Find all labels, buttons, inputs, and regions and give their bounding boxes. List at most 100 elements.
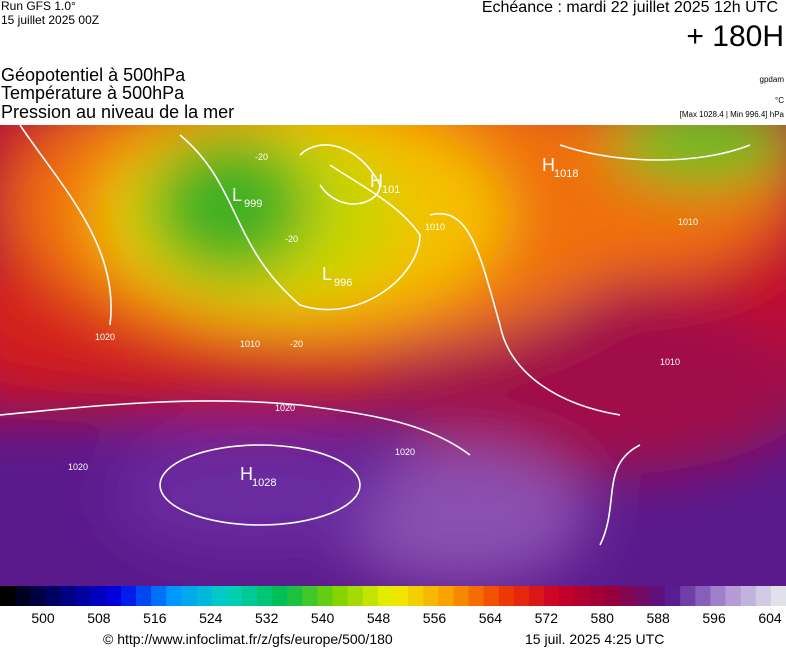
color-swatch bbox=[559, 586, 575, 606]
color-swatch bbox=[710, 586, 727, 606]
color-swatch bbox=[90, 586, 107, 606]
color-swatch bbox=[468, 586, 485, 606]
run-date: 15 juillet 2025 00Z bbox=[1, 13, 100, 27]
isobar-label: 1020 bbox=[275, 403, 295, 413]
colorbar-label: 548 bbox=[367, 610, 391, 626]
isobar-label: 1010 bbox=[240, 339, 260, 349]
color-swatch bbox=[241, 586, 258, 606]
color-swatch bbox=[438, 586, 454, 606]
center-letter: L bbox=[232, 185, 242, 205]
center-value: 996 bbox=[334, 277, 352, 289]
center-letter: H bbox=[370, 171, 383, 191]
color-swatch bbox=[287, 586, 303, 606]
colorbar-label: 516 bbox=[143, 610, 167, 626]
color-swatch bbox=[755, 586, 772, 606]
run: Run GFS 1.0° bbox=[1, 0, 76, 13]
colorbar-label: 572 bbox=[535, 610, 559, 626]
color-swatch bbox=[634, 586, 651, 606]
isobar-label: 1010 bbox=[678, 217, 698, 227]
color-swatch bbox=[483, 586, 500, 606]
color-swatch bbox=[680, 586, 696, 606]
center-value: 1018 bbox=[554, 168, 578, 180]
title: Pression au niveau de la mer bbox=[1, 102, 235, 122]
isobar-label: -20 bbox=[285, 234, 298, 244]
color-swatch bbox=[695, 586, 711, 606]
color-swatch bbox=[498, 586, 515, 606]
colorbar-label: 596 bbox=[702, 610, 726, 626]
isobar-label: 1020 bbox=[395, 447, 415, 457]
title: Géopotentiel à 500hPa bbox=[1, 65, 186, 85]
color-swatch bbox=[770, 586, 786, 606]
color-swatch bbox=[317, 586, 334, 606]
color-swatch bbox=[529, 586, 545, 606]
source-url: © http://www.infoclimat.fr/z/gfs/europe/… bbox=[103, 631, 393, 647]
center-letter: H bbox=[240, 464, 253, 484]
colorbar-label: 540 bbox=[311, 610, 335, 626]
color-swatch bbox=[453, 586, 470, 606]
color-swatch bbox=[211, 586, 228, 606]
color-swatch bbox=[619, 586, 636, 606]
center-letter: L bbox=[322, 264, 332, 284]
color-swatch bbox=[151, 586, 167, 606]
color-swatch bbox=[332, 586, 349, 606]
unit: °C bbox=[775, 96, 784, 105]
isobar-label: 1020 bbox=[95, 332, 115, 342]
colorbar-label: 532 bbox=[255, 610, 279, 626]
color-swatch bbox=[423, 586, 439, 606]
color-swatch bbox=[665, 586, 681, 606]
generated-time: 15 juil. 2025 4:25 UTC bbox=[525, 631, 665, 647]
color-swatch bbox=[544, 586, 560, 606]
color-swatch bbox=[60, 586, 77, 606]
color-swatch bbox=[377, 586, 394, 606]
color-swatch bbox=[589, 586, 606, 606]
color-swatch bbox=[136, 586, 152, 606]
color-swatch bbox=[393, 586, 409, 606]
color-swatch bbox=[362, 586, 379, 606]
isobar-label: -20 bbox=[255, 152, 268, 162]
color-swatch bbox=[347, 586, 364, 606]
color-swatch bbox=[725, 586, 742, 606]
colorbar-label: 524 bbox=[199, 610, 223, 626]
colorbar-label: 508 bbox=[87, 610, 111, 626]
title: Température à 500hPa bbox=[1, 83, 185, 103]
colorbar: 500 508 516 524 532 540 548 556 564 572 580 588 596 6… bbox=[0, 586, 786, 626]
color-swatch bbox=[513, 586, 530, 606]
color-swatch bbox=[15, 586, 31, 606]
color-swatch bbox=[302, 586, 318, 606]
isobar-label: -20 bbox=[290, 339, 303, 349]
color-swatch bbox=[181, 586, 197, 606]
isobar-label: 1010 bbox=[425, 222, 445, 232]
fields bbox=[0, 125, 786, 585]
color-swatch bbox=[408, 586, 424, 606]
color-swatch bbox=[740, 586, 757, 606]
color-swatch bbox=[604, 586, 621, 606]
color-swatch bbox=[256, 586, 273, 606]
isobar-label: 1010 bbox=[660, 357, 680, 367]
color-swatch bbox=[45, 586, 61, 606]
unit: gpdam bbox=[759, 75, 784, 84]
color-swatch bbox=[30, 586, 46, 606]
center-value: 1028 bbox=[252, 477, 276, 489]
color-swatch bbox=[120, 586, 137, 606]
colorbar-label: 604 bbox=[758, 610, 782, 626]
color-swatch bbox=[574, 586, 590, 606]
color-swatch bbox=[75, 586, 92, 606]
isobars bbox=[0, 125, 751, 546]
colorbar-label: 500 bbox=[31, 610, 55, 626]
colorbar-label: 556 bbox=[423, 610, 447, 626]
color-swatch bbox=[226, 586, 243, 606]
colorbar-label: 588 bbox=[646, 610, 670, 626]
color-swatch bbox=[196, 586, 213, 606]
color-swatch bbox=[649, 586, 666, 606]
color-swatch bbox=[272, 586, 288, 606]
lead-time: + 180H bbox=[686, 20, 784, 53]
color-swatch bbox=[166, 586, 182, 606]
center-value: 101 bbox=[382, 184, 400, 196]
valid-time: Echéance : mardi 22 juillet 2025 12h UTC bbox=[481, 0, 778, 16]
center-value: 999 bbox=[244, 198, 262, 210]
center-letter: H bbox=[542, 155, 555, 175]
color-swatch bbox=[0, 586, 16, 606]
color-swatch bbox=[105, 586, 122, 606]
